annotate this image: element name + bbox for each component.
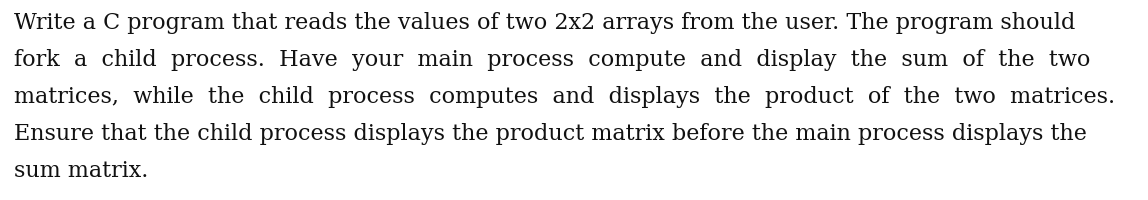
Text: matrices,  while  the  child  process  computes  and  displays  the  product  of: matrices, while the child process comput… [14, 86, 1115, 108]
Text: Ensure that the child process displays the product matrix before the main proces: Ensure that the child process displays t… [14, 123, 1087, 145]
Text: Write a C program that reads the values of two 2x2 arrays from the user. The pro: Write a C program that reads the values … [14, 12, 1076, 34]
Text: sum matrix.: sum matrix. [14, 160, 148, 182]
Text: fork  a  child  process.  Have  your  main  process  compute  and  display  the : fork a child process. Have your main pro… [14, 49, 1091, 71]
